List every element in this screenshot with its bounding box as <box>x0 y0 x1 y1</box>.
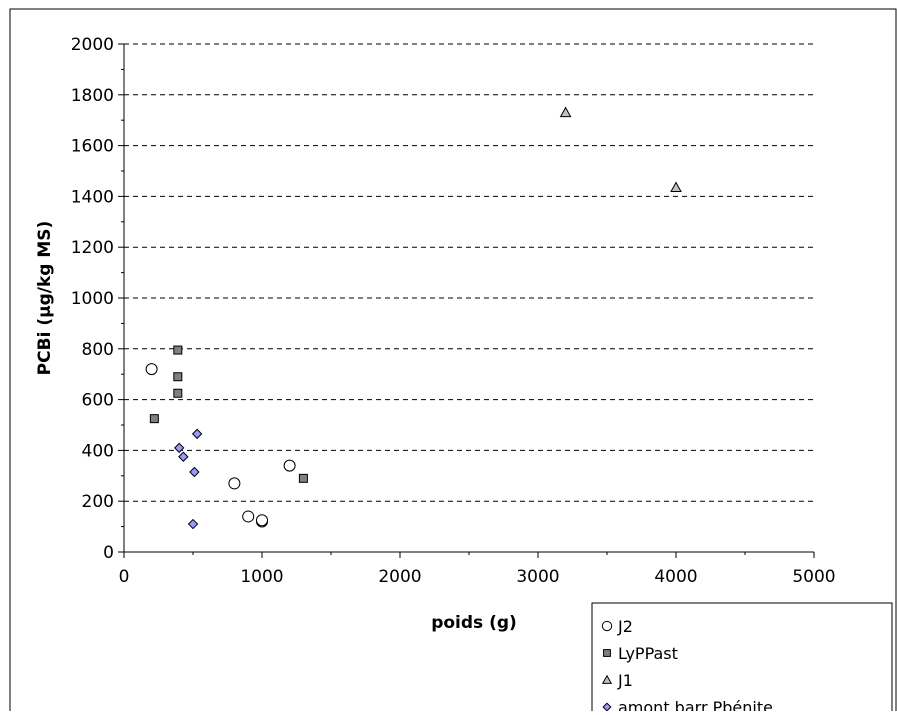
data-point-circle <box>242 510 255 523</box>
data-point-diamond <box>178 451 189 462</box>
data-point-square <box>173 345 183 355</box>
x-tick-label: 5000 <box>792 567 835 587</box>
data-point-square <box>173 388 183 398</box>
x-tick-label: 0 <box>119 567 130 587</box>
y-tick-label: 200 <box>82 492 114 512</box>
chart-area-border <box>9 8 897 715</box>
data-point-square <box>149 414 159 424</box>
legend-marker-circle <box>601 620 613 632</box>
y-tick-label: 2000 <box>71 35 114 55</box>
y-ticks: 0 200 400 600 800 1000 1200 1400 1600 1800 2000 <box>71 35 124 563</box>
y-axis-title: PCBi (µg/kg MS) <box>35 221 55 376</box>
x-tick-label: 4000 <box>654 567 697 587</box>
y-tick-label: 800 <box>82 340 114 360</box>
data-point-circle <box>256 514 268 527</box>
data-point-circle <box>283 459 296 472</box>
y-tick-label: 0 <box>103 543 114 563</box>
legend-label: LyPPast <box>618 644 678 663</box>
x-ticks: 0 1000 2000 3000 4000 5000 <box>119 552 836 587</box>
y-tick-label: 1200 <box>71 238 114 258</box>
legend-marker-square <box>603 649 611 657</box>
data-points <box>145 106 682 530</box>
data-point-square <box>173 372 183 382</box>
legend-label: J1 <box>617 671 633 690</box>
x-tick-label: 1000 <box>240 567 283 587</box>
legend: J2 LyPPast J1 amont barr Pbénite <box>591 602 893 715</box>
legend-label: J2 <box>617 617 633 636</box>
y-tick-label: 1800 <box>71 86 114 106</box>
x-tick-label: 3000 <box>516 567 559 587</box>
y-tick-label: 1400 <box>71 187 114 207</box>
gridlines <box>124 43 814 502</box>
data-point-circle <box>228 477 241 490</box>
data-point-square <box>298 473 308 483</box>
data-point-triangle <box>670 181 682 193</box>
data-point-triangle <box>559 106 572 118</box>
legend-label: amont barr Pbénite <box>618 698 773 711</box>
legend-box <box>591 602 893 715</box>
y-tick-label: 1000 <box>71 289 114 309</box>
y-tick-label: 400 <box>82 441 114 461</box>
data-point-diamond <box>187 518 199 530</box>
data-point-circle <box>145 363 158 376</box>
data-point-diamond <box>173 442 185 454</box>
legend-marker-triangle <box>601 674 613 684</box>
y-tick-label: 1600 <box>71 137 114 157</box>
data-point-diamond <box>191 428 203 440</box>
data-point-diamond <box>189 466 200 478</box>
x-axis-title: poids (g) <box>431 613 517 633</box>
x-tick-label: 2000 <box>378 567 421 587</box>
y-tick-label: 600 <box>82 391 114 411</box>
